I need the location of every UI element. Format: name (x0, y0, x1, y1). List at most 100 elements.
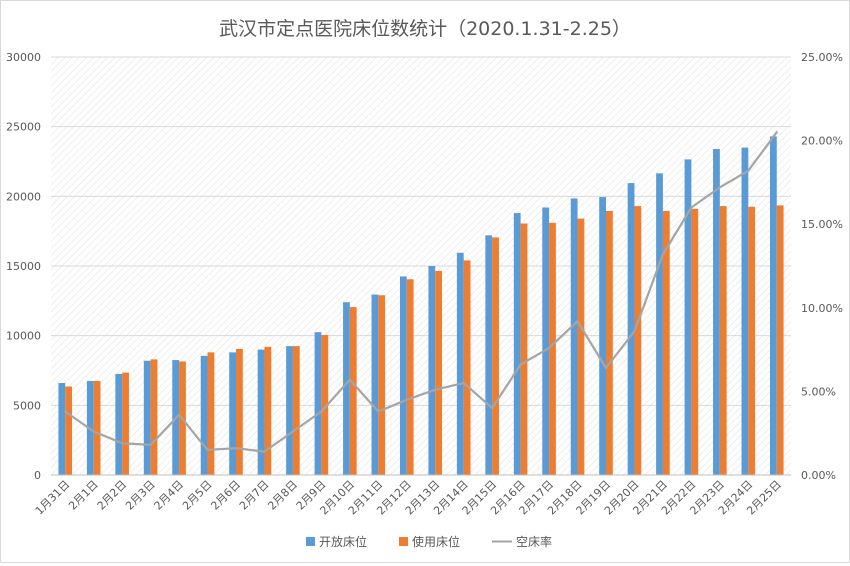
used-bed-bar (634, 206, 642, 475)
vacancy-rate-point (519, 363, 522, 366)
open-bed-bar (115, 373, 123, 475)
vacancy-rate-point (320, 410, 323, 413)
open-bed-bar (769, 136, 777, 476)
chart-title: 武汉市定点医院床位数统计（2020.1.31-2.25） (219, 18, 631, 40)
bar-series (58, 136, 784, 476)
open-bed-bar (399, 276, 407, 475)
used-bed-bar (349, 307, 357, 475)
used-bed-bar (65, 386, 73, 475)
open-bed-bar (570, 198, 578, 475)
right-tick-label: 15.00% (801, 218, 843, 231)
used-bed-bar (93, 380, 101, 475)
vacancy-rate-point (206, 448, 209, 452)
open-bed-bar (200, 355, 208, 475)
open-bed-bar (343, 302, 350, 475)
vacancy-rate-point (263, 450, 266, 453)
vacancy-rate-point (661, 253, 665, 256)
legend-open-beds-swatch (306, 537, 315, 546)
used-bed-bar (292, 346, 300, 475)
x-tick-label: 1月31日 (33, 478, 73, 518)
used-bed-bar (691, 208, 699, 475)
open-bed-bar (286, 346, 293, 475)
right-tick-label: 20.00% (801, 135, 843, 148)
used-bed-bar (207, 352, 215, 475)
vacancy-rate-point (234, 447, 238, 450)
left-axis: 0 5000 10000 15000 20000 25000 30000 (6, 51, 41, 482)
open-bed-bar (143, 360, 151, 475)
vacancy-rate-point (491, 407, 494, 410)
vacancy-rate-point (747, 169, 750, 172)
vacancy-rate-point (92, 430, 95, 433)
legend: 开放床位 使用床位 空床率 (306, 534, 552, 549)
vacancy-rate-point (690, 206, 693, 209)
x-tick-label: 2月8日 (265, 478, 300, 513)
vacancy-rate-point (718, 186, 721, 189)
vacancy-rate-point (177, 413, 181, 416)
open-bed-bar (713, 148, 720, 475)
open-bed-bar (684, 159, 692, 475)
open-bed-bar (542, 207, 550, 476)
open-bed-bar (58, 383, 66, 475)
x-tick-label: 2月4日 (152, 478, 187, 513)
vacancy-rate-point (547, 346, 551, 350)
vacancy-rate-point (405, 398, 408, 401)
legend-open-beds-label: 开放床位 (319, 534, 367, 549)
left-tick-label: 20000 (6, 190, 41, 203)
open-bed-bar (656, 173, 663, 476)
vacancy-rate-point (348, 378, 351, 381)
left-tick-label: 5000 (13, 399, 41, 412)
used-bed-bar (549, 222, 556, 475)
vacancy-rate-point (434, 388, 437, 391)
used-bed-bar (435, 270, 443, 475)
vacancy-rate-point (377, 410, 380, 413)
vacancy-rate-point (291, 430, 295, 433)
x-tick-label: 2月1日 (66, 478, 101, 513)
used-bed-bar (406, 279, 414, 475)
legend-used-beds-label: 使用床位 (412, 534, 460, 549)
used-bed-bar (492, 237, 499, 475)
right-tick-label: 25.00% (801, 51, 843, 64)
x-tick-label: 2月5日 (180, 478, 215, 513)
right-tick-label: 0.00% (801, 469, 836, 482)
used-bed-bar (264, 346, 272, 475)
vacancy-rate-point (633, 330, 636, 333)
left-tick-label: 25000 (6, 121, 41, 134)
used-bed-bar (463, 260, 471, 475)
open-bed-bar (314, 332, 322, 475)
open-bed-bar (456, 252, 464, 475)
vacancy-rate-point (149, 443, 152, 447)
used-bed-bar (662, 210, 670, 476)
open-bed-bar (599, 197, 606, 475)
open-bed-bar (627, 183, 635, 475)
used-bed-bar (378, 295, 386, 475)
vacancy-rate-point (64, 410, 67, 413)
x-tick-label: 2月2日 (95, 478, 130, 513)
open-bed-bar (741, 147, 749, 476)
x-tick-label: 2月3日 (123, 478, 158, 513)
vacancy-rate-line (64, 131, 778, 453)
right-axis: 0.00% 5.00% 10.00% 15.00% 20.00% 25.00% (801, 51, 843, 482)
left-tick-label: 10000 (6, 330, 41, 343)
used-bed-bar (606, 210, 613, 476)
used-bed-bar (776, 205, 784, 475)
vacancy-rate-point (775, 131, 778, 134)
used-bed-bar (122, 372, 129, 475)
open-bed-bar (513, 213, 521, 475)
used-bed-bar (321, 334, 329, 475)
left-tick-label: 30000 (6, 51, 41, 64)
open-bed-bar (371, 294, 379, 475)
x-tick-label: 2月7日 (237, 478, 272, 513)
open-bed-bar (229, 352, 236, 475)
right-tick-label: 5.00% (801, 385, 836, 398)
left-tick-label: 15000 (6, 260, 41, 273)
line-series (64, 131, 778, 453)
vacancy-rate-point (604, 366, 608, 370)
vacancy-rate-point (576, 320, 579, 323)
used-bed-bar (748, 206, 756, 476)
open-bed-bar (485, 235, 493, 475)
legend-vacancy-rate-label: 空床率 (516, 534, 552, 549)
used-bed-bar (236, 348, 243, 475)
left-tick-label: 0 (34, 469, 41, 482)
